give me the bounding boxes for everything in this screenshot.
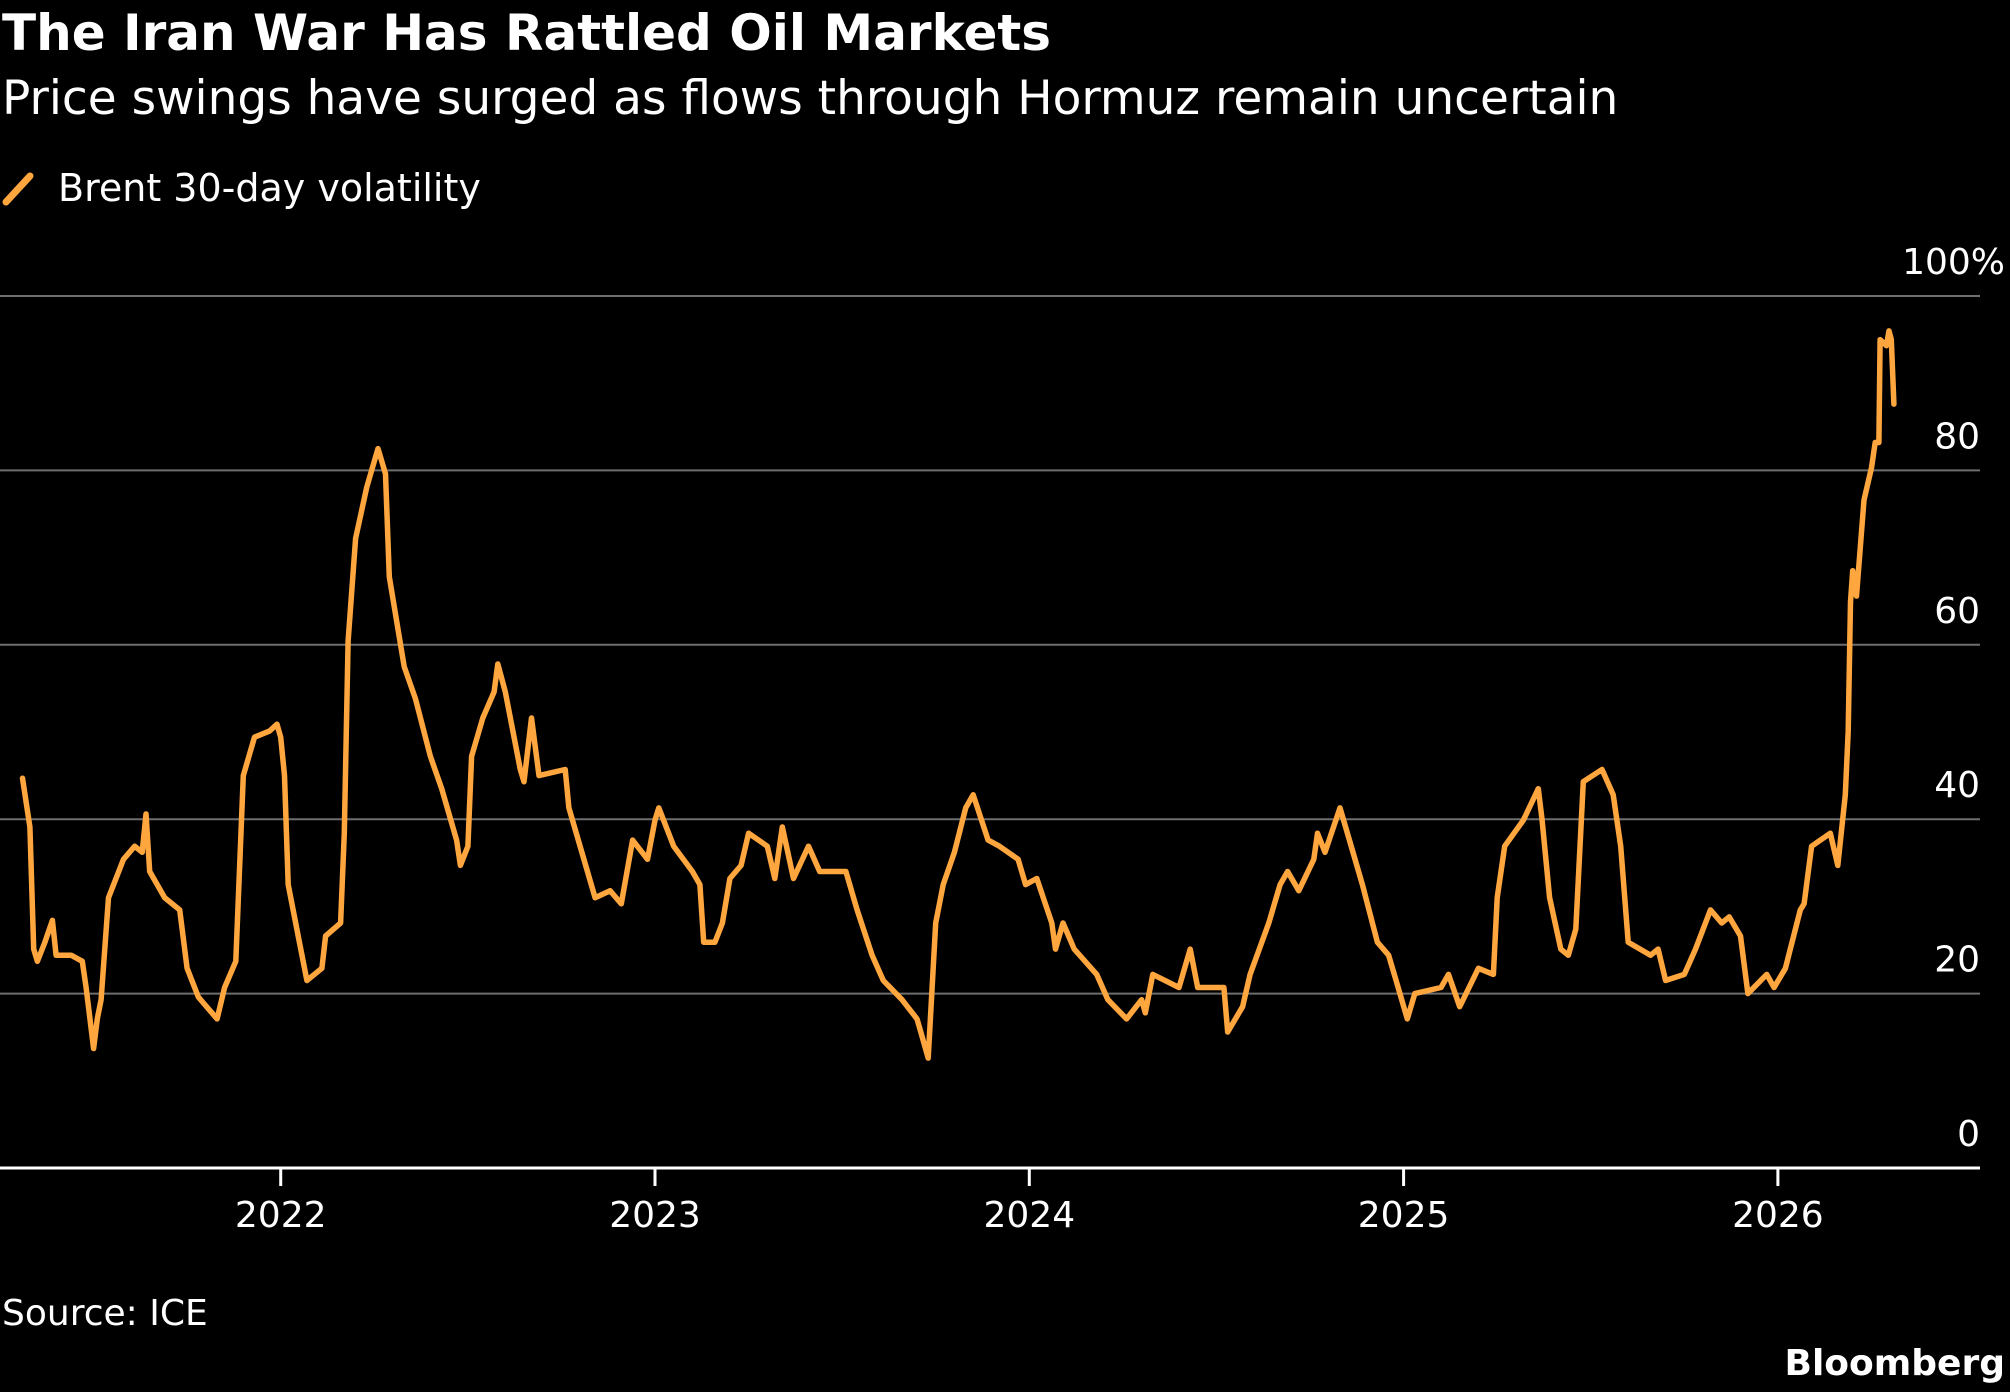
y-tick-label: 60 bbox=[1934, 591, 1980, 632]
credit: Bloomberg bbox=[1785, 1343, 2005, 1384]
chart-subtitle: Price swings have surged as flows throug… bbox=[2, 71, 1618, 126]
source: Source: ICE bbox=[2, 1293, 208, 1334]
legend-swatch bbox=[2, 172, 34, 206]
x-tick-label: 2025 bbox=[1358, 1195, 1450, 1236]
chart-title: The Iran War Has Rattled Oil Markets bbox=[2, 4, 1051, 62]
y-tick-label: 80 bbox=[1934, 416, 1980, 457]
y-tick-label: 0 bbox=[1957, 1114, 1980, 1155]
x-tick-label: 2023 bbox=[609, 1195, 701, 1236]
data-line bbox=[19, 328, 1897, 1061]
x-tick-label: 2026 bbox=[1732, 1195, 1824, 1236]
y-tick-label: 20 bbox=[1934, 940, 1980, 981]
legend-label: Brent 30-day volatility bbox=[58, 166, 481, 210]
x-tick-label: 2024 bbox=[983, 1195, 1075, 1236]
y-tick-label: 40 bbox=[1934, 765, 1980, 806]
x-tick-label: 2022 bbox=[235, 1195, 327, 1236]
y-tick-label: 100% bbox=[1902, 242, 2005, 283]
